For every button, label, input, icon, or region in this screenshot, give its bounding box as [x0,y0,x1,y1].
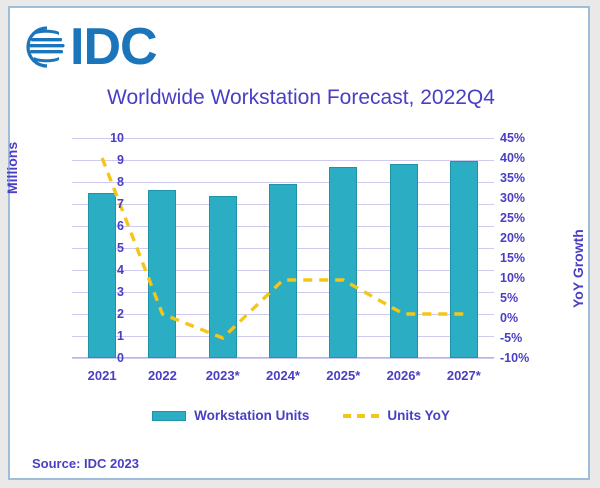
bar [389,164,418,358]
legend-item-line: Units YoY [343,408,450,423]
y-axis-right-tick-label: -5% [500,331,523,345]
legend-item-bar: Workstation Units [152,408,309,423]
y-axis-left-tick-label: 0 [117,351,124,365]
legend-label-bar: Workstation Units [194,408,310,423]
x-axis-tick-label: 2027* [446,368,481,383]
gridline [72,358,494,359]
chart-legend: Workstation Units Units YoY [10,408,592,423]
idc-logo: IDC [24,18,244,78]
y-axis-right-tick-label: 45% [500,131,526,145]
idc-globe-icon [26,26,65,68]
y-axis-right-tick-label: 35% [500,171,526,185]
legend-bar-swatch-icon [152,410,187,421]
bar [148,189,177,358]
plot-canvas [72,138,494,359]
y-axis-left-tick-label: 5 [117,241,124,255]
x-axis-tick-label: 2022 [147,368,177,383]
source-note: Source: IDC 2023 [32,456,139,471]
y-axis-left-tick-label: 10 [110,131,124,145]
y-axis-right-tick-label: 5% [500,291,519,305]
y-axis-right-tick-label: -10% [500,351,530,365]
y-axis-left-tick-label: 1 [117,329,124,343]
y-axis-title-right: YoY Growth [570,229,586,308]
y-axis-right-tick-label: 0% [500,311,519,325]
legend-dashed-line-swatch-icon [343,413,380,418]
y-axis-right-tick-label: 20% [500,231,526,245]
gridline [72,160,494,161]
chart-plot-area: Millions YoY Growth 0 1 2 3 4 5 6 7 8 9 10 -10% -5%… [4,8,592,482]
y-axis-left-tick-label: 9 [117,153,124,167]
bar [88,193,117,358]
x-axis-tick-label: 2021 [87,368,117,383]
y-axis-right-tick-label: 30% [500,191,526,205]
x-axis-tick-label: 2025* [326,368,361,383]
gridline [72,138,494,139]
bar [449,161,478,358]
yoy-growth-line [100,157,464,340]
y-axis-left-tick-label: 8 [117,175,124,189]
y-axis-left-tick-label: 7 [117,197,124,211]
idc-wordmark: IDC [70,18,158,76]
chart-title: Worldwide Workstation Forecast, 2022Q4 [107,86,495,109]
bar [269,184,297,358]
y-axis-left-tick-label: 2 [117,307,124,321]
legend-label-line: Units YoY [387,408,450,423]
y-axis-right-tick-label: 40% [500,151,526,165]
y-axis-right-tick-label: 10% [500,271,526,285]
x-axis-tick-label: 2023* [205,368,240,383]
y-axis-title-left: Millions [4,141,20,194]
x-axis-tick-label: 2024* [266,368,300,383]
gridline [72,182,494,183]
bar [329,166,358,358]
chart-card: IDC Worldwide Workstation Forecast, 2022… [4,6,592,482]
y-axis-left-tick-label: 3 [117,285,124,299]
y-axis-left-tick-label: 4 [117,263,124,277]
y-axis-right-tick-label: 15% [500,251,526,265]
x-axis-tick-label: 2026* [386,368,421,383]
line-series [100,157,464,340]
y-axis-right-tick-label: 25% [500,211,526,225]
y-axis-left-tick-label: 6 [117,219,124,233]
